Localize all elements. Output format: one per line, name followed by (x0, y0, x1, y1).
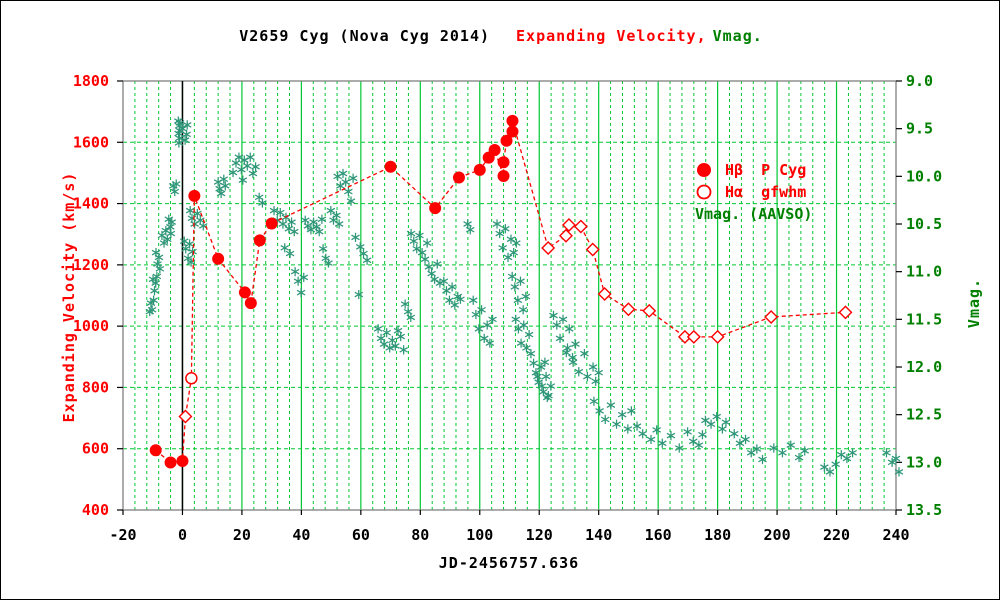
series-hbeta-pcyg (149, 114, 519, 469)
svg-text:60: 60 (352, 526, 370, 544)
svg-text:40: 40 (292, 526, 310, 544)
svg-text:400: 400 (82, 501, 109, 519)
legend-item-halpha: Hα gfwhm (695, 181, 812, 203)
chart-title: V2659 Cyg (Nova Cyg 2014) Expanding Veloc… (1, 27, 999, 45)
svg-text:9.0: 9.0 (906, 72, 933, 90)
svg-text:800: 800 (82, 378, 109, 396)
red-series-line (155, 120, 846, 464)
svg-text:160: 160 (645, 526, 672, 544)
svg-text:600: 600 (82, 440, 109, 458)
svg-text:10.0: 10.0 (906, 167, 942, 185)
legend-item-vmag: Vmag. (AAVSO) (695, 203, 812, 225)
plot-frame (122, 80, 897, 511)
svg-text:12.5: 12.5 (906, 406, 942, 424)
legend-label-hbeta: Hβ P Cyg (725, 161, 807, 179)
svg-text:140: 140 (585, 526, 612, 544)
series-vmag-aavso (145, 116, 904, 477)
svg-text:1600: 1600 (73, 133, 109, 151)
svg-text:-20: -20 (109, 526, 136, 544)
svg-text:1000: 1000 (73, 317, 109, 335)
x-axis-title: JD-2456757.636 (438, 554, 580, 572)
svg-text:10.5: 10.5 (906, 215, 942, 233)
svg-text:1400: 1400 (73, 195, 109, 213)
series-halpha-gfwhm (178, 218, 853, 424)
svg-text:120: 120 (526, 526, 553, 544)
svg-text:9.5: 9.5 (906, 120, 933, 138)
svg-text:13.5: 13.5 (906, 501, 942, 519)
svg-text:1800: 1800 (73, 72, 109, 90)
svg-text:180: 180 (704, 526, 731, 544)
svg-text:12.0: 12.0 (906, 358, 942, 376)
left-axis-title: Expanding Velocity (km/s) (60, 171, 78, 423)
svg-text:100: 100 (466, 526, 493, 544)
svg-text:200: 200 (764, 526, 791, 544)
grid-major-vertical (181, 81, 838, 510)
svg-text:80: 80 (411, 526, 429, 544)
legend: Hβ P Cyg Hα gfwhm Vmag. (AAVSO) (695, 159, 812, 225)
legend-label-halpha: Hα gfwhm (725, 183, 807, 201)
legend-label-vmag: Vmag. (AAVSO) (695, 205, 813, 223)
svg-text:240: 240 (882, 526, 909, 544)
svg-text:11.0: 11.0 (906, 263, 942, 281)
svg-text:220: 220 (823, 526, 850, 544)
svg-text:0: 0 (178, 526, 187, 544)
svg-text:1200: 1200 (73, 256, 109, 274)
right-axis-title: Vmag. (965, 277, 983, 329)
chart-title-green: Vmag. (712, 27, 763, 45)
svg-text:13.0: 13.0 (906, 453, 942, 471)
open-circle-icon (696, 184, 712, 200)
svg-text:11.5: 11.5 (906, 310, 942, 328)
svg-text:20: 20 (233, 526, 251, 544)
filled-circle-icon (697, 163, 711, 177)
legend-item-hbeta: Hβ P Cyg (695, 159, 812, 181)
chart-title-red: Expanding Velocity, (516, 27, 707, 45)
axis-ticks (117, 80, 902, 515)
chart-title-main: V2659 Cyg (Nova Cyg 2014) (239, 27, 491, 45)
